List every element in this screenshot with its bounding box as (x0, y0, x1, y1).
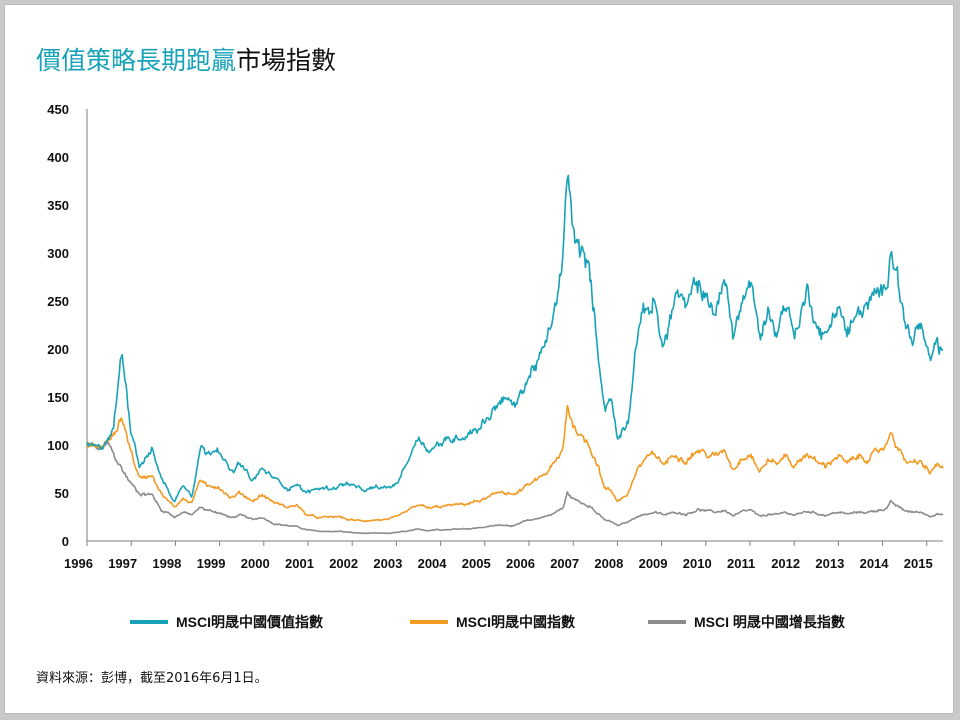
x-tick-label: 2014 (860, 556, 890, 571)
x-tick-label: 1996 (64, 556, 93, 571)
legend-label-growth: MSCI 明晟中國增長指數 (694, 614, 845, 630)
y-tick-label: 300 (47, 246, 69, 261)
x-tick-label: 2002 (329, 556, 358, 571)
x-tick-label: 1999 (197, 556, 226, 571)
slide (4, 4, 954, 714)
legend-label-index: MSCI明晟中國指數 (456, 614, 575, 630)
page-title-highlight: 價值策略長期跑贏 (36, 46, 237, 75)
x-tick-label: 2015 (904, 556, 933, 571)
x-tick-label: 2005 (462, 556, 491, 571)
series-line-growth (86, 441, 944, 535)
line-chart: 0 50 100 150 200 250 300 350 400 450 1996 1997 1998 1… (47, 102, 944, 571)
x-tick-label: 1997 (108, 556, 137, 571)
x-tick-label: 2009 (639, 556, 668, 571)
y-tick-label: 400 (47, 150, 69, 165)
page-title: 價值策略長期跑贏市場指數 (36, 44, 336, 78)
x-tick-label: 2007 (550, 556, 579, 571)
page-title-rest: 市場指數 (236, 46, 337, 75)
x-tick-label: 2008 (594, 556, 623, 571)
y-tick-label: 100 (47, 438, 69, 453)
series-line-value (86, 174, 944, 503)
x-tick-label: 2011 (727, 556, 755, 571)
y-tick-label: 200 (47, 342, 69, 357)
legend-item-index: MSCI明晟中國指數 (410, 612, 575, 632)
y-tick-label: 450 (47, 102, 69, 117)
legend-swatch-index (410, 620, 448, 624)
y-tick-label: 0 (62, 534, 69, 549)
source-note: 資料來源：彭博，截至2016年6月1日。 (36, 671, 268, 686)
legend-swatch-value (130, 620, 168, 624)
series-line-index (86, 404, 944, 523)
legend-item-growth: MSCI 明晟中國增長指數 (648, 612, 845, 632)
legend-item-value: MSCI明晟中國價值指數 (130, 612, 323, 632)
y-tick-label: 150 (47, 390, 69, 405)
legend-label-value: MSCI明晟中國價值指數 (176, 614, 323, 630)
y-tick-label: 350 (47, 198, 69, 213)
legend-swatch-growth (648, 620, 686, 624)
x-tick-label: 2004 (418, 556, 448, 571)
x-tick-label: 2013 (815, 556, 844, 571)
y-tick-label: 50 (55, 486, 69, 501)
x-tick-label: 2001 (285, 556, 314, 571)
x-tick-label: 2003 (373, 556, 402, 571)
x-tick-label: 2000 (241, 556, 270, 571)
x-tick-label: 2006 (506, 556, 535, 571)
x-tick-label: 2012 (771, 556, 800, 571)
x-tick-label: 1998 (152, 556, 181, 571)
y-tick-label: 250 (47, 294, 69, 309)
x-tick-label: 2010 (683, 556, 712, 571)
